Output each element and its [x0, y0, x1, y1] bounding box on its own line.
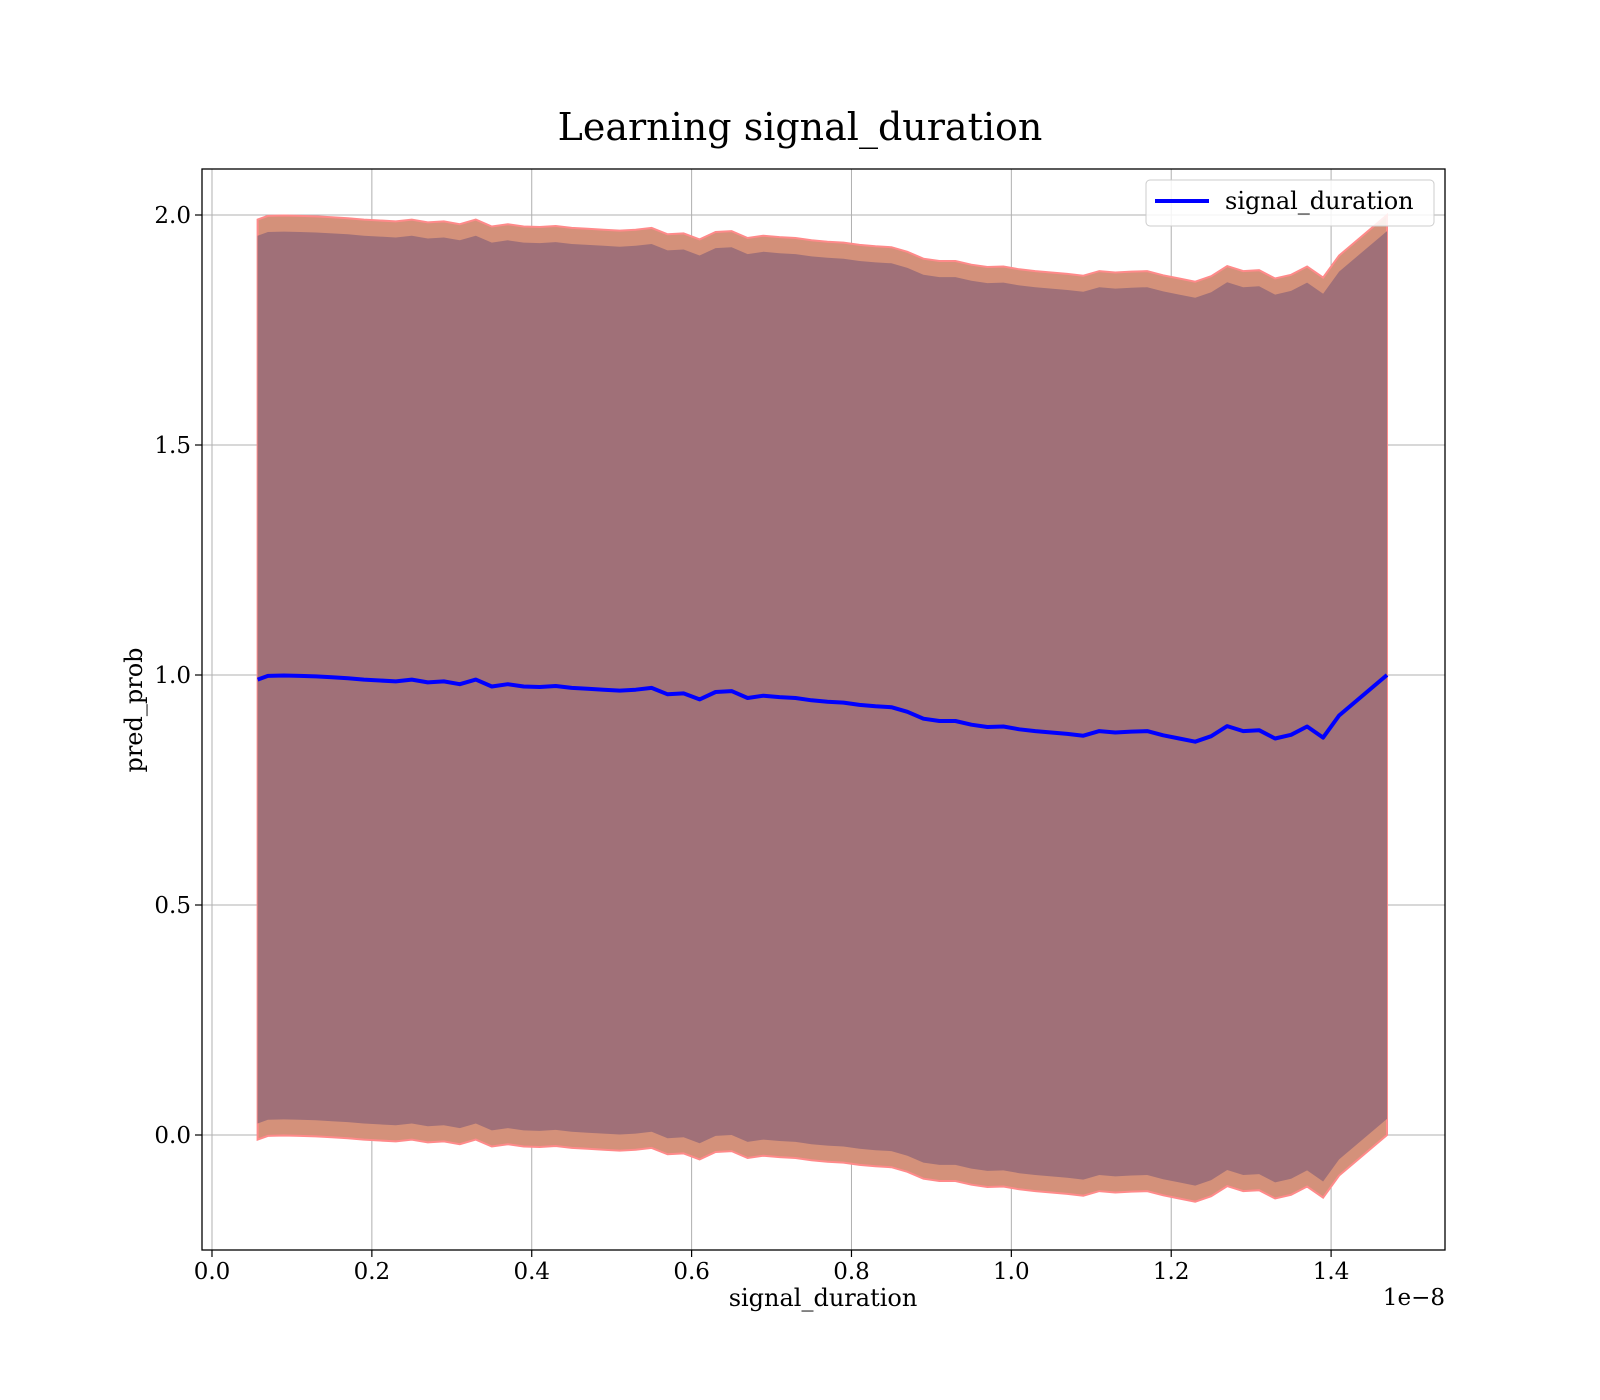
y-tick-label: 0.5	[154, 893, 191, 919]
x-tick-label: 0.2	[354, 1259, 391, 1285]
y-tick-label: 0.0	[154, 1123, 191, 1149]
legend-box	[1145, 179, 1435, 227]
x-tick-label: 1.4	[1313, 1259, 1350, 1285]
x-axis-offset-text: 1e−8	[1383, 1285, 1445, 1311]
y-tick-label: 2.0	[154, 203, 191, 229]
inner-confidence-band	[257, 231, 1388, 1186]
x-tick-label: 1.0	[993, 1259, 1030, 1285]
x-tick-label: 0.0	[194, 1259, 231, 1285]
x-axis-label: signal_duration	[729, 1284, 918, 1312]
x-tick-label: 0.8	[833, 1259, 870, 1285]
confidence-bands	[256, 212, 1388, 1203]
x-tick-label: 0.6	[673, 1259, 710, 1285]
legend: signal_duration	[1145, 179, 1435, 227]
series-line-signal-duration	[256, 673, 1389, 744]
y-tick-label: 1.5	[154, 433, 191, 459]
axis-ticks: 0.0 0.2 0.4 0.6 0.8 1.0 1.2 1.4 0.0 0.5 1.0 1.5 2.0	[154, 203, 1349, 1285]
y-axis-label: pred_prob	[120, 647, 148, 772]
chart-title: Learning signal_duration	[558, 105, 1043, 150]
legend-label: signal_duration	[1225, 187, 1414, 215]
x-tick-label: 0.4	[513, 1259, 550, 1285]
plot-frame	[201, 168, 1446, 1251]
x-tick-label: 1.2	[1153, 1259, 1190, 1285]
series-lines	[256, 673, 1389, 744]
y-tick-label: 1.0	[154, 663, 191, 689]
